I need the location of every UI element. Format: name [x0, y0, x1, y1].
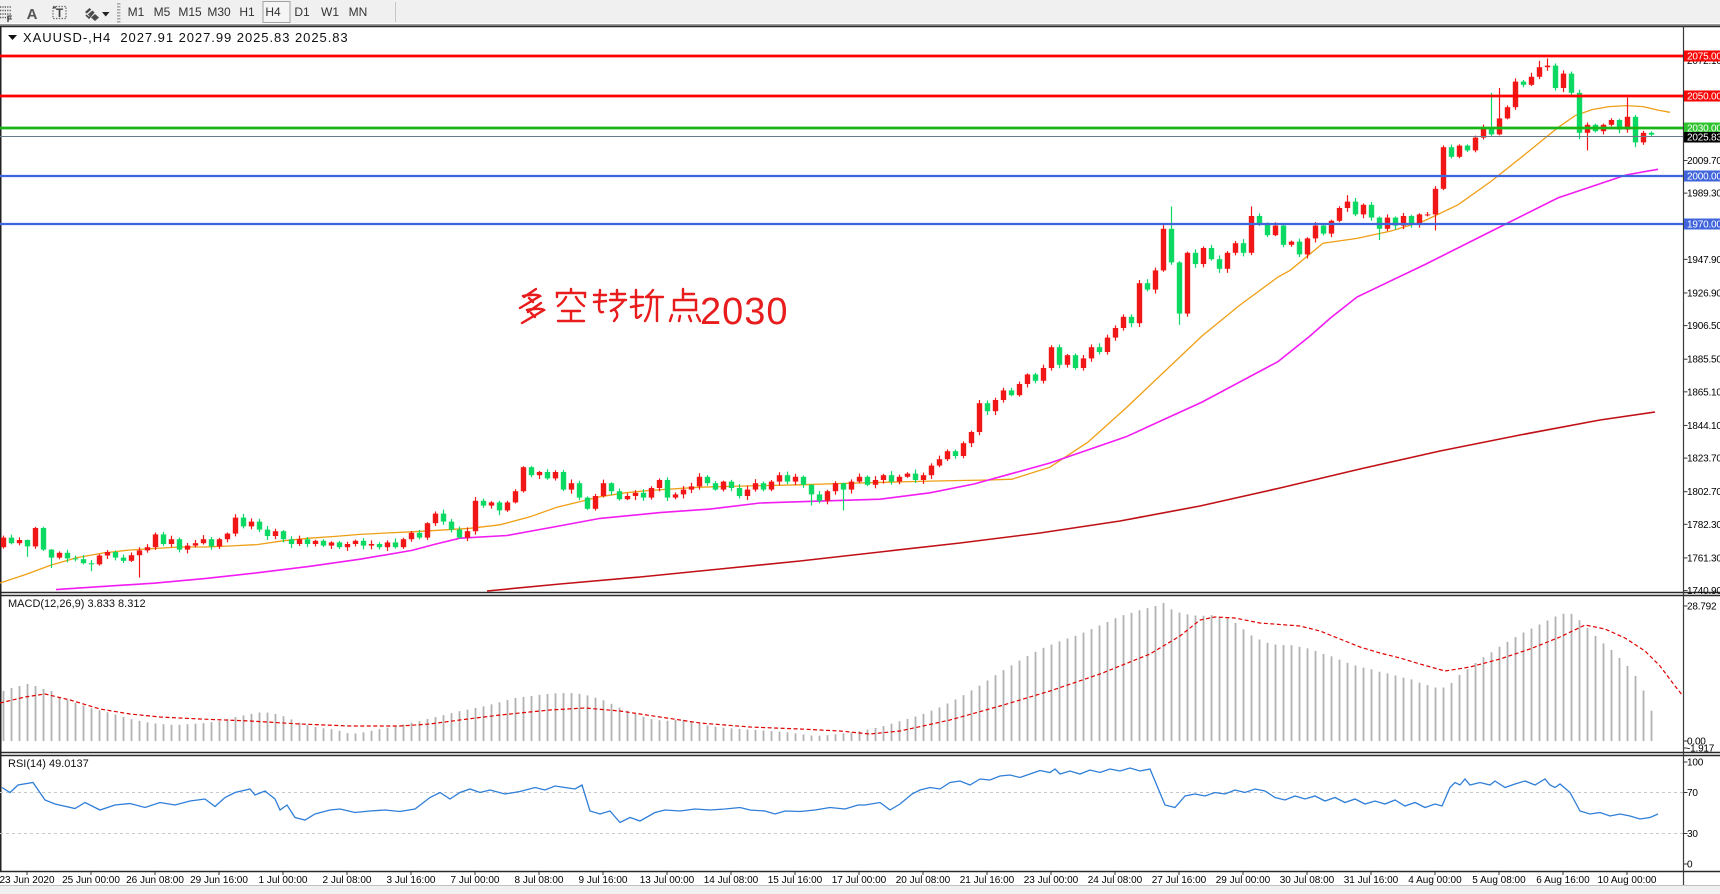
svg-text:100: 100	[1687, 758, 1704, 769]
svg-text:MN: MN	[349, 5, 368, 19]
svg-text:0.00: 0.00	[1687, 737, 1706, 748]
svg-text:27 Jul 16:00: 27 Jul 16:00	[1152, 875, 1207, 886]
svg-text:15 Jul 16:00: 15 Jul 16:00	[768, 875, 823, 886]
svg-text:1 Jul 00:00: 1 Jul 00:00	[259, 875, 308, 886]
svg-text:W1: W1	[321, 5, 339, 19]
svg-text:1970.00: 1970.00	[1687, 220, 1720, 231]
svg-text:-1.917: -1.917	[1687, 744, 1715, 755]
svg-text:5 Aug 08:00: 5 Aug 08:00	[1472, 875, 1526, 886]
svg-text:2025.83: 2025.83	[1687, 133, 1720, 144]
svg-text:10 Aug 00:00: 10 Aug 00:00	[1598, 875, 1657, 886]
svg-text:1740.90: 1740.90	[1687, 586, 1720, 597]
svg-text:1844.10: 1844.10	[1687, 421, 1720, 432]
svg-text:M15: M15	[178, 5, 202, 19]
svg-text:A: A	[27, 6, 38, 23]
svg-text:30: 30	[1687, 829, 1698, 840]
svg-text:1906.50: 1906.50	[1687, 321, 1720, 332]
svg-text:2009.70: 2009.70	[1687, 156, 1720, 167]
svg-text:4 Aug 00:00: 4 Aug 00:00	[1408, 875, 1462, 886]
svg-text:17 Jul 00:00: 17 Jul 00:00	[832, 875, 887, 886]
svg-text:70: 70	[1687, 788, 1698, 799]
svg-text:2 Jul 08:00: 2 Jul 08:00	[323, 875, 372, 886]
svg-text:25 Jun 00:00: 25 Jun 00:00	[62, 875, 120, 886]
svg-text:T: T	[56, 6, 64, 20]
svg-text:7 Jul 00:00: 7 Jul 00:00	[451, 875, 500, 886]
svg-text:24 Jul 08:00: 24 Jul 08:00	[1088, 875, 1143, 886]
svg-text:2030: 2030	[700, 291, 789, 333]
svg-text:M5: M5	[154, 5, 171, 19]
svg-text:2000.00: 2000.00	[1687, 172, 1720, 183]
svg-text:MACD(12,26,9) 3.833 8.312: MACD(12,26,9) 3.833 8.312	[8, 598, 146, 610]
svg-text:H1: H1	[239, 5, 255, 19]
svg-text:6 Aug 16:00: 6 Aug 16:00	[1536, 875, 1590, 886]
svg-text:1926.90: 1926.90	[1687, 288, 1720, 299]
svg-text:20 Jul 08:00: 20 Jul 08:00	[896, 875, 951, 886]
svg-text:28.792: 28.792	[1687, 602, 1717, 613]
svg-text:1989.30: 1989.30	[1687, 189, 1720, 200]
svg-text:23 Jun 2020: 23 Jun 2020	[0, 875, 55, 886]
svg-text:2075.00: 2075.00	[1687, 52, 1720, 63]
svg-text:14 Jul 08:00: 14 Jul 08:00	[704, 875, 759, 886]
svg-text:1761.30: 1761.30	[1687, 553, 1720, 564]
svg-text:1947.90: 1947.90	[1687, 255, 1720, 266]
svg-text:F: F	[7, 14, 13, 24]
svg-text:M1: M1	[128, 5, 145, 19]
svg-text:2050.00: 2050.00	[1687, 92, 1720, 103]
svg-text:23 Jul 00:00: 23 Jul 00:00	[1024, 875, 1079, 886]
svg-text:30 Jul 08:00: 30 Jul 08:00	[1280, 875, 1335, 886]
svg-text:9 Jul 16:00: 9 Jul 16:00	[579, 875, 628, 886]
svg-text:21 Jul 16:00: 21 Jul 16:00	[960, 875, 1015, 886]
svg-text:29 Jul 00:00: 29 Jul 00:00	[1216, 875, 1271, 886]
svg-text:1865.10: 1865.10	[1687, 387, 1720, 398]
svg-text:0: 0	[1687, 860, 1693, 871]
svg-text:D1: D1	[294, 5, 310, 19]
svg-text:8 Jul 08:00: 8 Jul 08:00	[515, 875, 564, 886]
svg-text:1802.70: 1802.70	[1687, 487, 1720, 498]
svg-text:H4: H4	[265, 5, 281, 19]
svg-text:XAUUSD-,H4 2027.91 2027.99 20: XAUUSD-,H4 2027.91 2027.99 2025.83 2025.…	[23, 30, 349, 45]
svg-text:3 Jul 16:00: 3 Jul 16:00	[387, 875, 436, 886]
svg-text:13 Jul 00:00: 13 Jul 00:00	[640, 875, 695, 886]
svg-text:2072.10: 2072.10	[1687, 56, 1720, 67]
svg-text:2030.00: 2030.00	[1687, 124, 1720, 135]
svg-text:1782.30: 1782.30	[1687, 520, 1720, 531]
svg-text:M30: M30	[207, 5, 231, 19]
svg-text:26 Jun 08:00: 26 Jun 08:00	[126, 875, 184, 886]
svg-text:29 Jun 16:00: 29 Jun 16:00	[190, 875, 248, 886]
svg-text:1823.70: 1823.70	[1687, 454, 1720, 465]
svg-text:1885.50: 1885.50	[1687, 355, 1720, 366]
svg-text:RSI(14) 49.0137: RSI(14) 49.0137	[8, 758, 89, 770]
svg-text:31 Jul 16:00: 31 Jul 16:00	[1344, 875, 1399, 886]
